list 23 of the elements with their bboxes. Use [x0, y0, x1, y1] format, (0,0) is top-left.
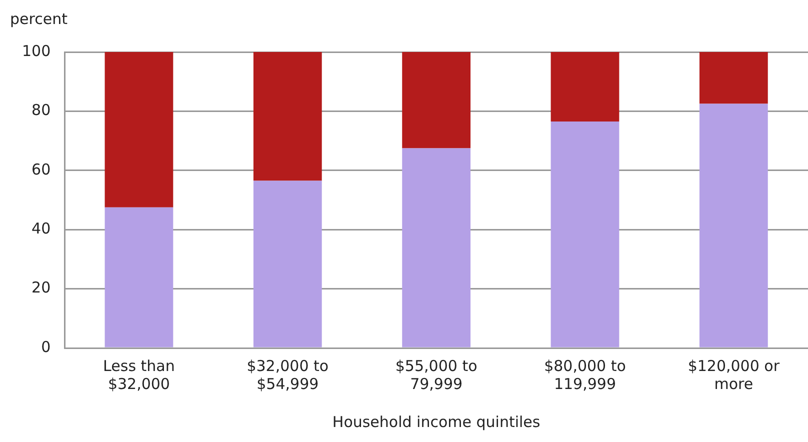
y-tick-label: 80	[32, 101, 51, 120]
bar	[699, 52, 768, 104]
bar	[253, 52, 322, 181]
x-tick-label: $80,000 to 119,999	[544, 356, 626, 393]
bar	[402, 52, 471, 148]
bar	[104, 207, 174, 348]
y-tick-label: 0	[41, 338, 51, 356]
x-tick-label: $120,000 or more	[688, 356, 780, 393]
bar	[699, 104, 768, 348]
x-axis-title: Household income quintiles	[332, 412, 540, 431]
bar	[253, 180, 322, 348]
bar	[550, 52, 620, 122]
x-tick-label: $55,000 to 79,999	[395, 356, 478, 393]
y-tick-label: 20	[32, 278, 51, 297]
x-tick-label: $32,000 to $54,999	[246, 356, 329, 393]
bar	[402, 148, 471, 348]
y-tick-label: 40	[32, 219, 51, 238]
y-tick-label: 100	[22, 42, 51, 60]
y-tick-label: 60	[32, 160, 51, 178]
bar	[550, 122, 620, 348]
x-tick-label: Less than $32,000	[103, 356, 175, 393]
bar	[104, 52, 174, 208]
y-axis-title: percent	[10, 10, 68, 28]
